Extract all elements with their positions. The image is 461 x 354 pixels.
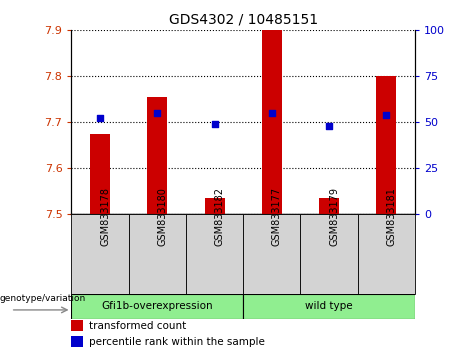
Bar — [262, 30, 282, 214]
Bar — [376, 76, 396, 214]
Point — [211, 121, 218, 127]
Bar — [243, 294, 415, 319]
Text: Gfi1b-overexpression: Gfi1b-overexpression — [101, 301, 213, 311]
Title: GDS4302 / 10485151: GDS4302 / 10485151 — [169, 12, 318, 26]
Bar — [129, 214, 186, 294]
Bar — [186, 214, 243, 294]
Text: GSM833177: GSM833177 — [272, 187, 282, 246]
Point — [383, 112, 390, 118]
Bar — [148, 97, 167, 214]
Bar — [301, 214, 358, 294]
Bar — [71, 214, 129, 294]
Bar — [71, 294, 243, 319]
Text: percentile rank within the sample: percentile rank within the sample — [89, 337, 265, 347]
Bar — [319, 198, 339, 214]
Text: wild type: wild type — [305, 301, 353, 311]
Point — [325, 123, 333, 129]
Text: GSM833178: GSM833178 — [100, 187, 110, 246]
Text: GSM833180: GSM833180 — [157, 187, 167, 246]
Text: genotype/variation: genotype/variation — [0, 294, 86, 303]
Bar — [71, 320, 83, 331]
Bar — [90, 133, 110, 214]
Point — [268, 110, 276, 116]
Point — [154, 110, 161, 116]
Point — [96, 116, 104, 121]
Text: transformed count: transformed count — [89, 321, 186, 331]
Bar — [358, 214, 415, 294]
Bar — [71, 336, 83, 347]
Bar — [205, 198, 225, 214]
Text: GSM833181: GSM833181 — [386, 187, 396, 246]
Bar — [243, 214, 301, 294]
Text: GSM833182: GSM833182 — [214, 187, 225, 246]
Text: GSM833179: GSM833179 — [329, 187, 339, 246]
